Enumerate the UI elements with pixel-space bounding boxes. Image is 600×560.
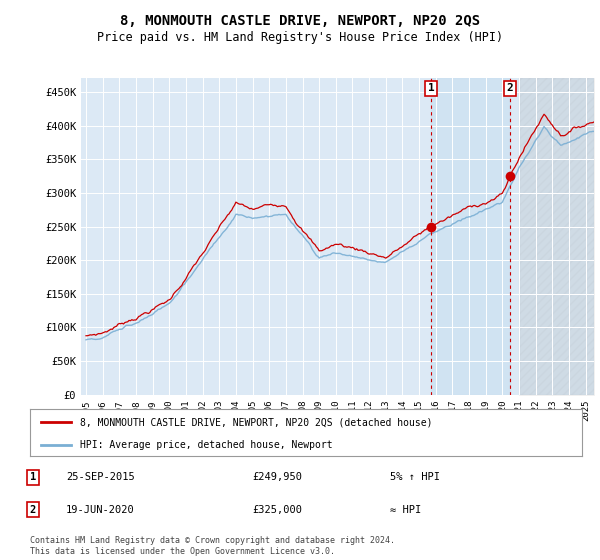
Text: Contains HM Land Registry data © Crown copyright and database right 2024.
This d: Contains HM Land Registry data © Crown c… — [30, 536, 395, 556]
Text: HPI: Average price, detached house, Newport: HPI: Average price, detached house, Newp… — [80, 440, 332, 450]
Text: 19-JUN-2020: 19-JUN-2020 — [66, 505, 135, 515]
Text: £325,000: £325,000 — [252, 505, 302, 515]
Text: 2: 2 — [507, 83, 514, 94]
Text: 25-SEP-2015: 25-SEP-2015 — [66, 472, 135, 482]
Text: 2: 2 — [30, 505, 36, 515]
Text: 8, MONMOUTH CASTLE DRIVE, NEWPORT, NP20 2QS: 8, MONMOUTH CASTLE DRIVE, NEWPORT, NP20 … — [120, 14, 480, 28]
Text: 5% ↑ HPI: 5% ↑ HPI — [390, 472, 440, 482]
Text: 1: 1 — [428, 83, 434, 94]
Text: £249,950: £249,950 — [252, 472, 302, 482]
Text: ≈ HPI: ≈ HPI — [390, 505, 421, 515]
Text: 8, MONMOUTH CASTLE DRIVE, NEWPORT, NP20 2QS (detached house): 8, MONMOUTH CASTLE DRIVE, NEWPORT, NP20 … — [80, 417, 432, 427]
Bar — [519, 78, 594, 395]
Bar — [431, 78, 510, 395]
Text: 1: 1 — [30, 472, 36, 482]
Text: Price paid vs. HM Land Registry's House Price Index (HPI): Price paid vs. HM Land Registry's House … — [97, 31, 503, 44]
